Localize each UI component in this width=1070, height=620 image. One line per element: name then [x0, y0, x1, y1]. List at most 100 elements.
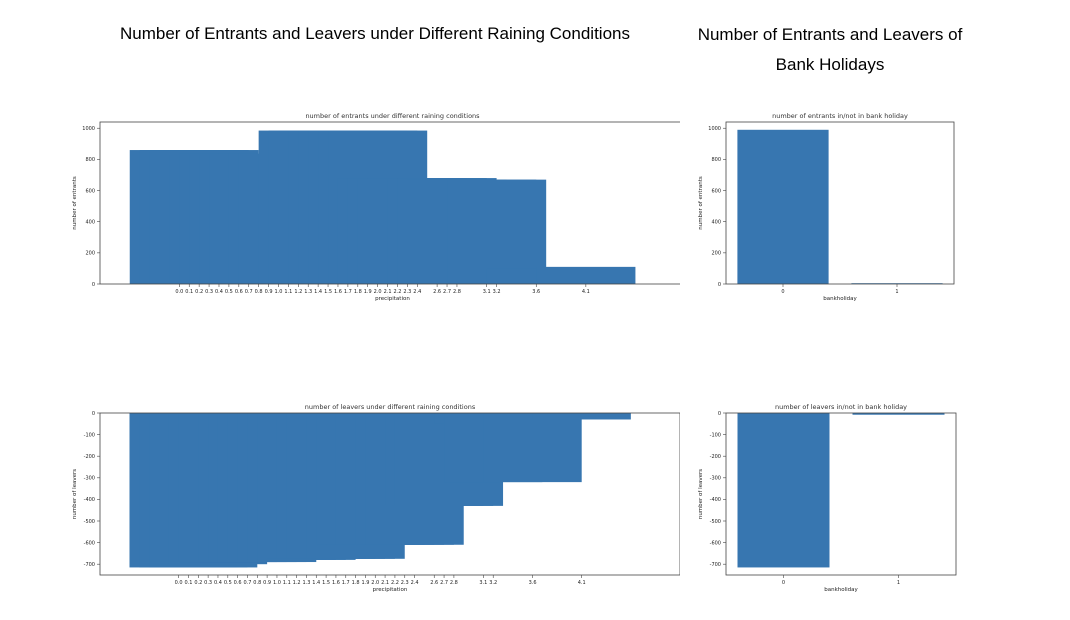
- y-tick-label: -600: [84, 540, 95, 546]
- x-tick-label: 2.2: [393, 289, 401, 295]
- y-tick-label: -300: [84, 476, 95, 482]
- x-tick-label: 1.7: [344, 289, 352, 295]
- x-tick-label: 0.5: [225, 289, 233, 295]
- y-tick-label: -200: [710, 454, 721, 460]
- x-tick-label: 2.4: [411, 580, 419, 586]
- x-tick-label: 1.1: [284, 289, 292, 295]
- y-tick-label: 200: [85, 251, 95, 257]
- x-tick-label: 0.0: [175, 580, 183, 586]
- y-tick-label: -700: [710, 562, 721, 568]
- y-tick-label: 0: [718, 411, 721, 417]
- leavers-holiday-chart: number of leavers in/not in bank holiday…: [698, 403, 957, 593]
- x-tick-label: 0.6: [234, 580, 242, 586]
- y-tick-label: -500: [710, 519, 721, 525]
- y-axis-label: number of leavers: [698, 469, 704, 519]
- x-tick-label: 0.4: [215, 289, 223, 295]
- x-tick-label: 1.4: [314, 289, 322, 295]
- x-tick-label: 3.1: [483, 289, 491, 295]
- x-tick-label: 2.0: [371, 580, 379, 586]
- x-tick-label: 1.3: [302, 580, 310, 586]
- x-tick-label: 1.0: [273, 580, 281, 586]
- x-tick-label: 1.2: [294, 289, 302, 295]
- y-tick-label: -100: [710, 432, 721, 438]
- x-tick-label: 3.2: [489, 580, 497, 586]
- x-tick-label: 3.6: [532, 289, 540, 295]
- x-tick-label: 2.6: [433, 289, 441, 295]
- x-tick-label: 1.8: [352, 580, 360, 586]
- y-tick-label: -600: [710, 540, 721, 546]
- right-main-title-line1: Number of Entrants and Leavers of: [697, 25, 963, 44]
- y-tick-label: -300: [710, 476, 721, 482]
- x-tick-label: 1.7: [342, 580, 350, 586]
- y-tick-label: -200: [84, 454, 95, 460]
- left-main-title: Number of Entrants and Leavers under Dif…: [120, 24, 630, 43]
- plot-frame: [99, 121, 680, 285]
- x-tick-label: 0.9: [263, 580, 271, 586]
- x-tick-label: 1.5: [324, 289, 332, 295]
- y-tick-label: 0: [718, 282, 721, 288]
- right-main-title-line2: Bank Holidays: [775, 55, 885, 74]
- x-tick-label: 1.6: [334, 289, 342, 295]
- chart-title: number of leavers under different rainin…: [305, 403, 476, 411]
- entrants-holiday-chart: number of entrants in/not in bank holida…: [698, 112, 955, 302]
- x-tick-label: 2.8: [450, 580, 458, 586]
- x-tick-label: 2.1: [384, 289, 392, 295]
- x-tick-label: 0.8: [253, 580, 261, 586]
- x-tick-label: 2.4: [413, 289, 421, 295]
- x-tick-label: 4.1: [578, 580, 586, 586]
- x-tick-label: 2.2: [391, 580, 399, 586]
- leavers-rain-chart: number of leavers under different rainin…: [72, 403, 680, 593]
- x-tick-label: 1.4: [312, 580, 320, 586]
- x-tick-label: 1: [897, 580, 900, 586]
- x-tick-label: 2.1: [381, 580, 389, 586]
- x-tick-label: 0.9: [265, 289, 273, 295]
- y-tick-label: 1000: [82, 126, 95, 132]
- x-axis-label: precipitation: [373, 587, 408, 593]
- x-tick-label: 0.1: [184, 580, 192, 586]
- x-tick-label: 1.3: [304, 289, 312, 295]
- y-tick-label: 800: [711, 157, 721, 163]
- bar: [737, 413, 830, 568]
- plot-frame: [99, 412, 680, 576]
- x-tick-label: 2.6: [430, 580, 438, 586]
- y-tick-label: -700: [84, 562, 95, 568]
- chart-title: number of entrants under different raini…: [305, 112, 480, 120]
- y-tick-label: 0: [92, 282, 95, 288]
- x-tick-label: 0.3: [204, 580, 212, 586]
- bar: [532, 413, 631, 420]
- x-tick-label: 0.6: [235, 289, 243, 295]
- plot-frame: [725, 412, 957, 576]
- y-tick-label: 200: [711, 251, 721, 257]
- y-tick-label: 0: [92, 411, 95, 417]
- x-tick-label: 0.8: [255, 289, 263, 295]
- x-tick-label: 0.4: [214, 580, 222, 586]
- x-tick-label: 1.6: [332, 580, 340, 586]
- bar: [483, 413, 582, 483]
- y-tick-label: -100: [84, 432, 95, 438]
- x-tick-label: 0.7: [245, 289, 253, 295]
- x-axis-label: bankholiday: [824, 587, 858, 593]
- bar: [737, 129, 829, 284]
- y-tick-label: 400: [85, 219, 95, 225]
- y-tick-label: 600: [85, 188, 95, 194]
- bar: [536, 266, 636, 284]
- x-tick-label: 2.8: [453, 289, 461, 295]
- chart-title: number of entrants in/not in bank holida…: [772, 112, 908, 120]
- bar: [852, 413, 945, 415]
- plot-frame: [725, 121, 955, 285]
- x-tick-label: 0: [781, 289, 784, 295]
- x-tick-label: 0.1: [185, 289, 193, 295]
- x-tick-label: 3.2: [493, 289, 501, 295]
- x-tick-label: 2.0: [374, 289, 382, 295]
- x-tick-label: 1.8: [354, 289, 362, 295]
- x-tick-label: 2.7: [440, 580, 448, 586]
- y-axis-label: number of entrants: [72, 176, 78, 230]
- chart-title: number of leavers in/not in bank holiday: [775, 403, 907, 411]
- y-tick-label: 800: [85, 157, 95, 163]
- x-axis-label: bankholiday: [823, 296, 857, 302]
- bar: [447, 179, 547, 284]
- x-tick-label: 1.9: [364, 289, 372, 295]
- y-tick-label: 1000: [708, 126, 721, 132]
- right-main-title: Number of Entrants and Leavers of Bank H…: [675, 20, 985, 80]
- x-tick-label: 0.2: [194, 580, 202, 586]
